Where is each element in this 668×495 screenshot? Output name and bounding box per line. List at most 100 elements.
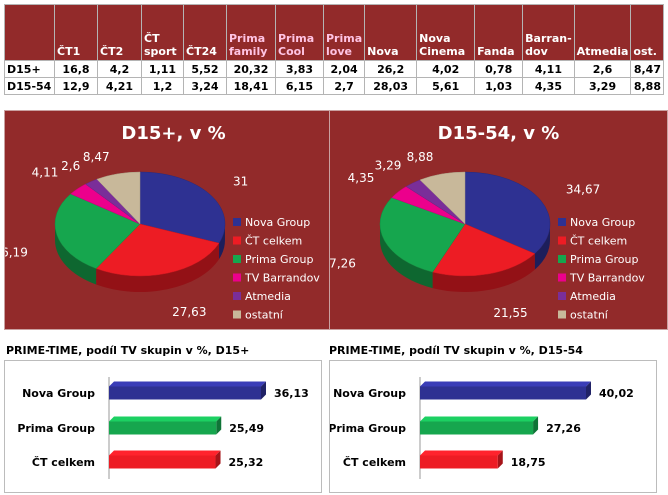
legend-label: Atmedia (570, 290, 616, 303)
legend-swatch (233, 273, 241, 282)
pie-slice (139, 171, 226, 244)
legend-swatch (558, 236, 566, 245)
pie-slice-side (534, 224, 550, 270)
row-label: D15-54 (4, 77, 55, 95)
column-header: Nova Cinema (416, 4, 476, 61)
bar-top (109, 381, 266, 387)
pie-data-label: 34,67 (566, 183, 600, 197)
pie-data-label: 8,47 (83, 150, 110, 164)
legend-swatch (233, 310, 241, 319)
pie-slice-side (380, 224, 433, 289)
table-cell: 18,41 (226, 77, 276, 95)
table-cell: 4,35 (522, 77, 575, 95)
column-header: ČT2 (97, 4, 142, 61)
legend-label: ČT celkem (570, 235, 627, 248)
bar-end (215, 450, 221, 469)
bar-chart-title-d15-54: PRIME-TIME, podíl TV skupin v %, D15-54 (329, 344, 583, 357)
bar-value-label: 36,13 (274, 387, 309, 400)
pie-data-label: 31 (233, 175, 248, 189)
legend-label: TV Barrandov (244, 272, 320, 285)
bar-value-label: 40,02 (599, 387, 634, 400)
table-cell: 3,29 (573, 77, 632, 95)
column-header: ČT24 (183, 4, 227, 61)
legend-swatch (233, 255, 241, 263)
table-cell: 2,04 (322, 60, 366, 78)
pie-slice (419, 171, 466, 225)
legend-swatch (233, 218, 241, 226)
table-cell: 28,03 (364, 77, 418, 95)
bar-value-label: 18,75 (511, 456, 546, 469)
pie-data-label: 21,55 (493, 306, 527, 320)
legend-label: Atmedia (245, 290, 291, 303)
bar-category-label: Nova Group (333, 387, 406, 400)
bar-category-label: Nova Group (22, 387, 95, 400)
bar-top (420, 381, 591, 387)
column-header: Barran-dov (522, 4, 575, 61)
bar-svg: Nova Group 40,02 Prima Group 27,26 ČT celkem… (330, 377, 634, 479)
table-cell: 6,15 (275, 77, 324, 95)
bar-chart-d15-54: Nova Group 40,02 Prima Group 27,26 ČT celkem… (329, 360, 657, 493)
column-header: Prima family (226, 4, 276, 61)
pie-data-label: 27,26 (330, 257, 356, 271)
bar-value-label: 25,32 (229, 456, 264, 469)
pie-side-walls (55, 224, 225, 292)
bar (420, 421, 534, 435)
bar-chart-title-d15plus: PRIME-TIME, podíl TV skupin v %, D15+ (6, 344, 250, 357)
pie-slice (464, 171, 551, 254)
bar-end (497, 450, 503, 469)
legend-swatch (558, 310, 566, 319)
pie-svg: 31 27,63 26,19 4,112,68,47 Nova Group ČT celk… (5, 150, 320, 322)
column-header: Prima love (322, 4, 366, 61)
legend-swatch (233, 236, 241, 245)
bar-end (261, 381, 266, 400)
legend-label: ostatní (245, 309, 284, 322)
legend-swatch (233, 292, 241, 300)
table-cell: 4,11 (522, 60, 575, 78)
bar-category-label: ČT celkem (343, 456, 406, 469)
table-cell: 2,6 (573, 60, 632, 78)
pie-data-label: 27,63 (172, 305, 206, 319)
pie-slice (432, 223, 536, 277)
legend-swatch (558, 255, 566, 263)
pie-side-walls (380, 224, 550, 292)
legend-swatch (558, 218, 566, 226)
legend-swatch (558, 292, 566, 300)
table-cell: 20,32 (226, 60, 276, 78)
legend-label: Nova Group (245, 216, 310, 229)
bar-top (420, 450, 503, 456)
pie-data-label: 4,35 (348, 171, 375, 185)
pie-slice (54, 193, 141, 269)
bar-top (109, 416, 222, 422)
table-header-row: ČT1 ČT2 ČT sport ČT24 Prima family Prima… (4, 4, 665, 61)
pie-slice-side (219, 224, 225, 260)
table-corner-cell (4, 4, 55, 61)
table-cell: 0,78 (474, 60, 524, 78)
legend-label: Nova Group (570, 216, 635, 229)
pie-slice-side (96, 243, 220, 292)
bar-end (586, 381, 591, 400)
bar (420, 386, 586, 400)
table-cell: 26,2 (364, 60, 418, 78)
bar-top (109, 450, 221, 456)
column-header: ČT1 (54, 4, 98, 61)
bar-value-label: 27,26 (546, 422, 581, 435)
legend-swatch (558, 273, 566, 282)
bar-end (216, 416, 222, 435)
bar-category-label: Prima Group (17, 422, 95, 435)
table-cell: 8,47 (630, 60, 665, 78)
table-cell: 4,21 (97, 77, 142, 95)
table-cell: 4,02 (416, 60, 476, 78)
bar-end (533, 416, 539, 435)
bar (109, 386, 261, 400)
table-cell: 8,88 (630, 77, 665, 95)
table-cell: 2,7 (322, 77, 366, 95)
bar-chart-d15plus: Nova Group 36,13 Prima Group 25,49 ČT celkem… (4, 360, 322, 493)
table-row: D15+ 16,8 4,2 1,11 5,52 20,32 3,83 2,04 … (4, 60, 665, 78)
bar-top (420, 416, 539, 422)
legend-label: Prima Group (570, 253, 638, 266)
bar-category-label: ČT celkem (32, 456, 95, 469)
pie-chart-d15-54: 34,67 21,55 27,26 4,353,29 8,88 Nova Group ČT … (329, 110, 668, 330)
table-cell: 4,2 (97, 60, 142, 78)
bar (109, 421, 217, 435)
bar-category-label: Prima Group (330, 422, 406, 435)
